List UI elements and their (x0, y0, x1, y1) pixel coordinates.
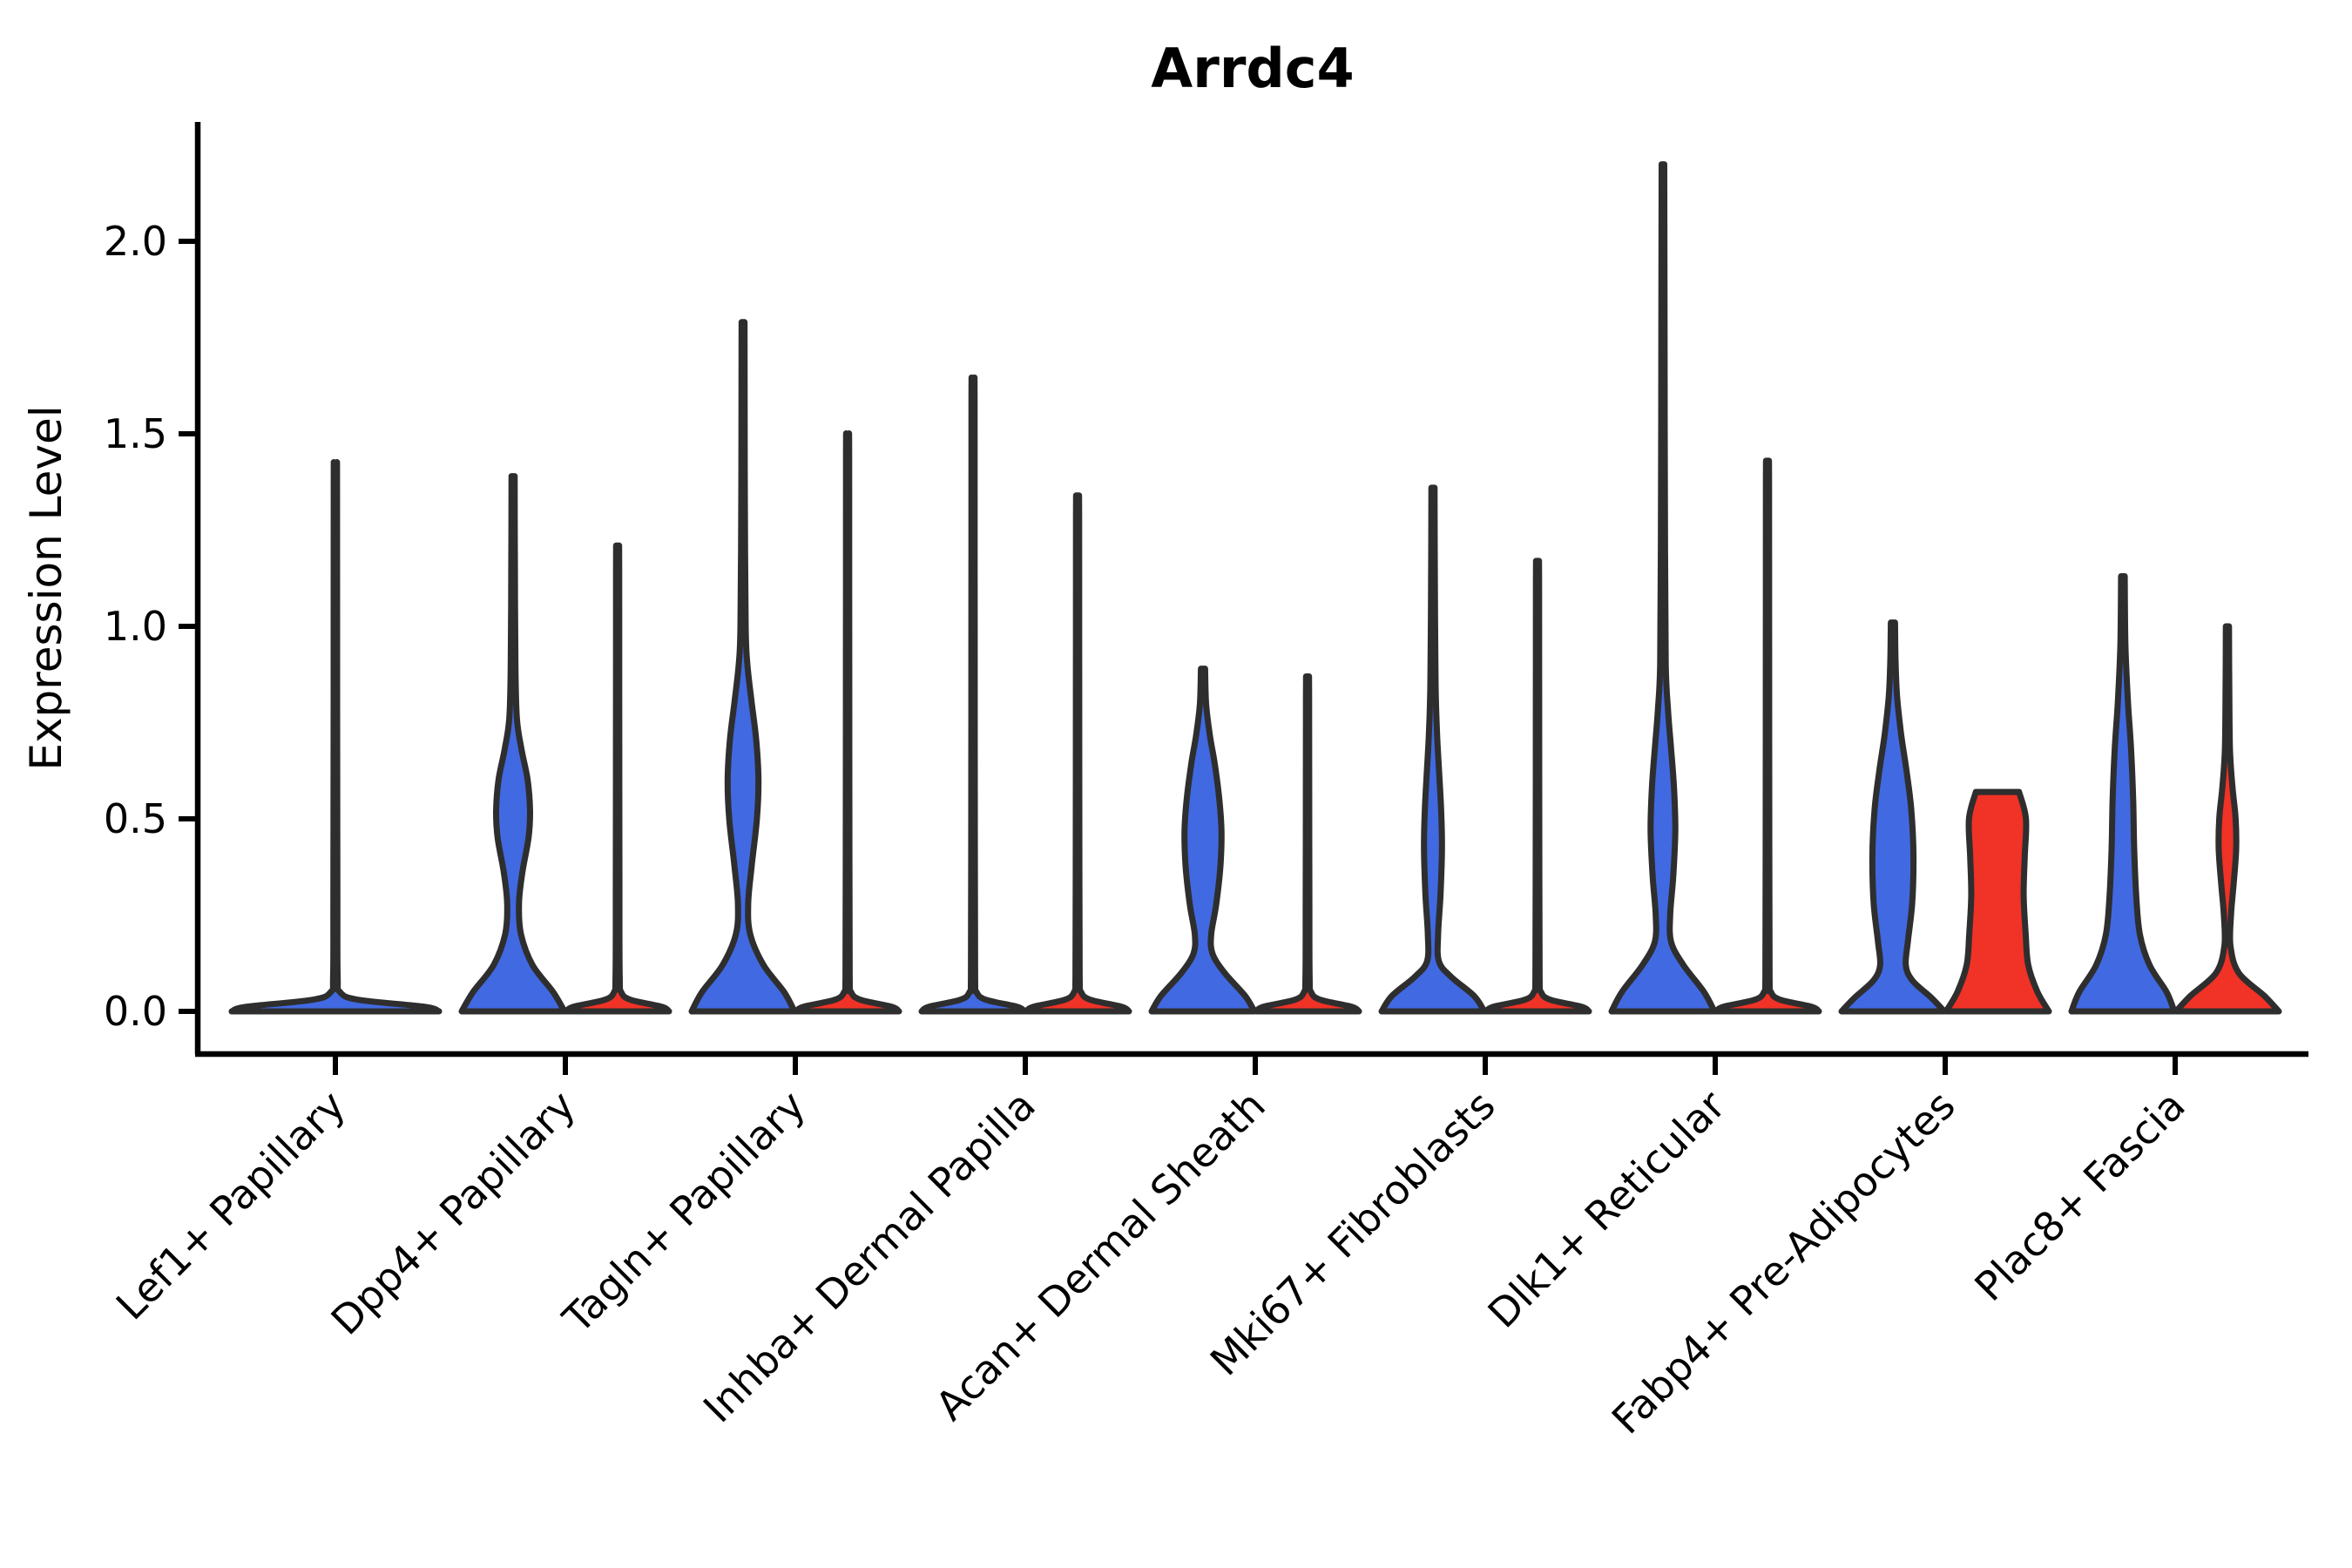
axes-layer (179, 122, 2308, 1075)
x-tick-label-6: Dlk1+ Reticular (1479, 1082, 1734, 1337)
violin-1-left-blue (458, 473, 568, 1015)
x-tick-label-2: Tagln+ Papillary (553, 1082, 814, 1343)
violin-5-right-red (1483, 558, 1592, 1015)
violin-4-left-blue (1148, 666, 1258, 1015)
y-tick-label-0.5: 0.5 (104, 795, 167, 842)
y-tick-label-1.0: 1.0 (104, 603, 167, 650)
violin-1-right-red (563, 542, 672, 1015)
violin-2-right-red (793, 430, 902, 1015)
chart-title: Arrdc4 (1151, 37, 1354, 100)
violin-6-right-red (1713, 457, 1822, 1015)
y-tick-label-1.5: 1.5 (104, 410, 167, 457)
violin-6-left-blue (1608, 161, 1718, 1015)
violin-4-right-red (1253, 673, 1362, 1015)
y-axis-label: Expression Level (21, 405, 71, 770)
violin-8-left-blue (2068, 573, 2178, 1015)
violin-3-left-blue (918, 374, 1028, 1015)
x-tick-label-8: Plac8+ Fascia (1965, 1082, 2193, 1310)
violin-2-left-blue (688, 319, 798, 1015)
violin-8-right-red (2173, 623, 2282, 1015)
violin-0-single-blue (228, 459, 443, 1015)
violin-5-left-blue (1378, 484, 1488, 1015)
violin-7-left-blue (1838, 619, 1948, 1015)
x-tick-label-0: Lef1+ Papillary (107, 1082, 355, 1329)
violin-3-right-red (1023, 492, 1132, 1015)
y-tick-label-2.0: 2.0 (104, 218, 167, 265)
violin-layer (228, 161, 2282, 1015)
violin-7-right-red (1943, 788, 2052, 1015)
y-tick-label-0.0: 0.0 (104, 988, 167, 1035)
x-tick-label-1: Dpp4+ Papillary (322, 1082, 585, 1344)
